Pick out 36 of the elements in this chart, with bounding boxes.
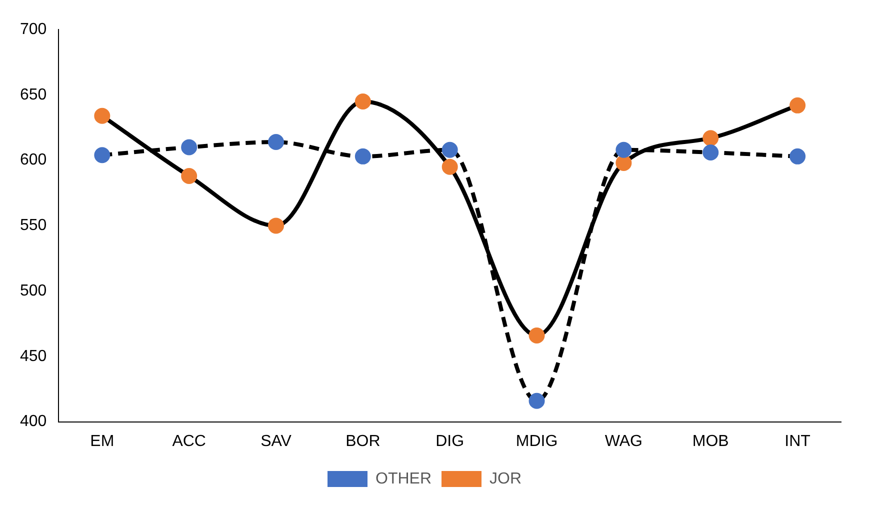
y-tick-label: 650 [20, 86, 47, 104]
point [616, 154, 632, 171]
x-tick-label: BOR [346, 432, 380, 450]
point [442, 142, 458, 158]
point [268, 218, 284, 234]
point [354, 148, 371, 164]
y-tick-label: 550 [20, 217, 47, 234]
point [181, 139, 198, 156]
point [702, 144, 719, 160]
y-tick-label: 700 [20, 21, 47, 38]
y-tick-label: 500 [20, 282, 47, 300]
x-tick-label: INT [784, 432, 811, 450]
point [354, 94, 371, 110]
x-tick-label: WAG [604, 432, 643, 450]
legend-label: OTHER [376, 470, 432, 488]
point [94, 108, 110, 124]
point [616, 142, 632, 158]
point [181, 168, 198, 184]
point [442, 158, 458, 175]
y-tick-label: 400 [20, 413, 47, 430]
x-tick-label: MOB [692, 432, 729, 450]
point [528, 392, 545, 409]
y-tick-label: 450 [20, 348, 47, 365]
point [268, 134, 284, 150]
x-tick-label: ACC [172, 432, 206, 450]
x-tick-label: MDIG [516, 432, 558, 450]
point [702, 130, 719, 146]
point [94, 147, 110, 164]
y-tick-label: 600 [20, 152, 47, 169]
point [790, 148, 806, 164]
point [790, 97, 806, 114]
x-tick-label: DIG [436, 432, 464, 450]
point [528, 328, 545, 344]
x-tick-label: EM [90, 432, 114, 450]
x-tick-label: SAV [260, 432, 292, 450]
legend-label: JOR [490, 470, 522, 488]
